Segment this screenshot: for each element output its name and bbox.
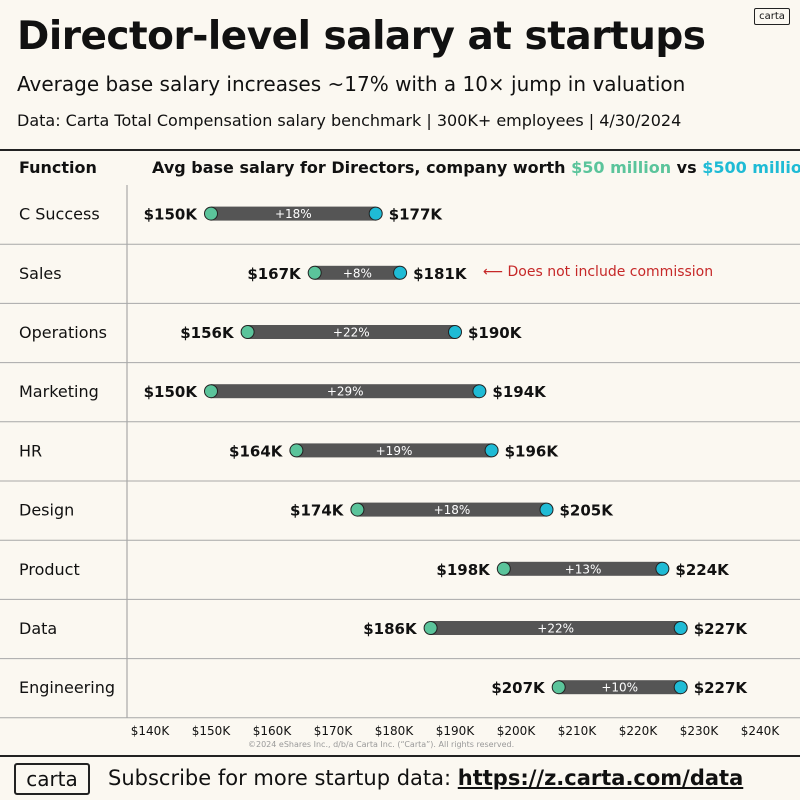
x-tick-label: $160K: [253, 724, 293, 738]
start-point: [204, 384, 218, 399]
x-tick-label: $230K: [680, 724, 720, 738]
range-bar: [503, 561, 663, 576]
x-tick-label: $210K: [558, 724, 598, 738]
footer-divider: [0, 755, 800, 757]
change-label: +10%: [601, 681, 638, 695]
change-label: +18%: [434, 503, 471, 517]
legend-50-million: $50 million: [571, 158, 672, 177]
start-point: [204, 206, 218, 221]
start-value-label: $186K: [363, 620, 418, 638]
x-tick-label: $240K: [741, 724, 781, 738]
start-value-label: $198K: [436, 561, 491, 579]
change-label: +13%: [565, 562, 602, 576]
start-point: [496, 561, 511, 576]
range-bar: [211, 206, 376, 221]
end-point: [472, 384, 487, 399]
function-label: Engineering: [19, 678, 115, 697]
start-point: [289, 443, 304, 458]
range-bar: [357, 502, 547, 517]
end-value-label: $177K: [389, 206, 444, 224]
footer-link[interactable]: https://z.carta.com/data: [457, 766, 744, 790]
range-bar: [211, 384, 480, 399]
end-point: [393, 265, 408, 280]
change-label: +19%: [376, 444, 413, 458]
heading-vs: vs: [671, 158, 703, 177]
change-label: +29%: [327, 385, 364, 399]
function-label: C Success: [19, 205, 100, 224]
start-point: [350, 502, 365, 517]
x-tick-label: $180K: [375, 724, 415, 738]
end-point: [673, 680, 688, 695]
page-title: Director-level salary at startups: [17, 14, 706, 59]
end-point: [484, 443, 499, 458]
range-bar: [558, 680, 681, 695]
function-label: Marketing: [19, 382, 99, 401]
end-value-label: $227K: [694, 620, 749, 638]
end-value-label: $205K: [560, 502, 615, 520]
legend-500-million: $500 million: [702, 158, 800, 177]
change-label: +22%: [333, 326, 370, 340]
change-label: +8%: [343, 266, 372, 280]
column-header-function: Function: [19, 158, 97, 177]
end-value-label: $181K: [413, 265, 468, 283]
end-value-label: $224K: [675, 561, 730, 579]
end-point: [539, 502, 554, 517]
start-value-label: $174K: [290, 502, 345, 520]
function-label: Product: [19, 560, 80, 579]
carta-logo: carta: [14, 763, 90, 795]
column-header-salary: Avg base salary for Directors, company w…: [152, 158, 800, 177]
range-bar: [296, 443, 492, 458]
range-bar: [247, 325, 455, 339]
x-tick-label: $140K: [131, 724, 171, 738]
end-point: [368, 206, 383, 221]
end-value-label: $227K: [694, 679, 749, 697]
start-value-label: $207K: [491, 679, 546, 697]
end-point: [655, 561, 670, 576]
carta-logo-small: carta: [754, 8, 790, 25]
end-point: [448, 325, 462, 339]
start-point: [240, 325, 255, 339]
page-subtitle: Average base salary increases ~17% with …: [17, 72, 686, 96]
start-point: [423, 621, 438, 635]
function-label: Data: [19, 619, 57, 638]
footer-cta: Subscribe for more startup data: https:/…: [108, 766, 743, 790]
x-tick-label: $190K: [436, 724, 476, 738]
function-label: Sales: [19, 264, 62, 283]
end-value-label: $196K: [505, 442, 560, 460]
function-label: Design: [19, 501, 74, 520]
header-divider: [0, 149, 800, 151]
start-value-label: $167K: [247, 265, 302, 283]
start-value-label: $164K: [229, 442, 284, 460]
end-value-label: $194K: [492, 383, 547, 401]
function-label: Operations: [19, 323, 107, 342]
copyright-notice: ©2024 eShares Inc., d/b/a Carta Inc. (“C…: [248, 740, 515, 749]
footer-cta-text: Subscribe for more startup data:: [108, 766, 458, 790]
range-bar: [314, 265, 401, 280]
start-value-label: $150K: [144, 383, 199, 401]
function-label: HR: [19, 441, 42, 460]
change-label: +18%: [275, 207, 312, 221]
start-point: [551, 680, 566, 695]
x-tick-label: $200K: [497, 724, 537, 738]
x-tick-label: $150K: [192, 724, 232, 738]
end-point: [673, 621, 688, 635]
sales-annotation: ⟵ Does not include commission: [483, 264, 714, 280]
x-tick-label: $220K: [619, 724, 659, 738]
x-tick-label: $170K: [314, 724, 354, 738]
start-value-label: $156K: [180, 324, 235, 342]
heading-prefix: Avg base salary for Directors, company w…: [152, 158, 572, 177]
dumbbell-chart: C Success +18% $150K $177K Sales +8% $167K $181…: [0, 185, 800, 738]
end-value-label: $190K: [468, 324, 523, 342]
data-source: Data: Carta Total Compensation salary be…: [17, 111, 682, 130]
start-value-label: $150K: [144, 206, 199, 224]
start-point: [307, 265, 322, 280]
change-label: +22%: [537, 622, 574, 636]
range-bar: [430, 621, 681, 635]
